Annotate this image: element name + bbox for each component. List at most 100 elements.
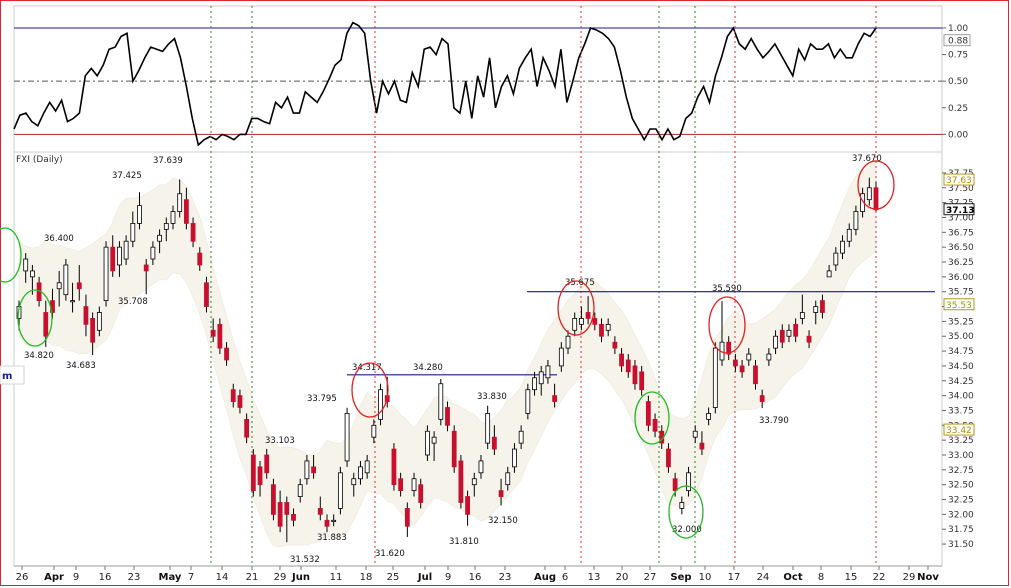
candle: [599, 318, 604, 343]
candle: [137, 192, 142, 230]
candle: [364, 454, 370, 479]
candle-body: [404, 508, 410, 527]
candle: [873, 181, 879, 212]
candle-body: [257, 466, 263, 486]
price-tick-label: 32.75: [948, 466, 974, 476]
candle: [666, 443, 671, 473]
highlight-circle: [668, 485, 704, 539]
price-tick-label: 35.25: [948, 317, 974, 327]
x-tick-label: Sep: [670, 572, 691, 583]
x-tick-label: 7: [188, 572, 194, 583]
candle-body: [177, 193, 183, 212]
candle: [866, 177, 872, 206]
price-y-axis: 37.7537.5037.2537.0036.7536.5036.2536.00…: [942, 169, 974, 550]
price-marker-box: [943, 298, 975, 311]
highlight-circle: [557, 280, 595, 336]
candle: [565, 330, 571, 355]
candle: [692, 425, 698, 444]
candle: [538, 365, 544, 396]
candle: [304, 454, 310, 485]
price-tick-label: 34.75: [948, 347, 974, 357]
osc-tick-label: 1.00: [948, 24, 968, 34]
price-annotation-label: 33.103: [265, 436, 295, 446]
candle-body: [70, 300, 75, 303]
candle-body: [451, 430, 457, 468]
candle-body: [746, 353, 752, 361]
candle-body: [183, 199, 189, 224]
price-annotation-label: 37.670: [852, 154, 882, 164]
x-tick-label: 15: [845, 572, 858, 583]
price-tick-label: 34.25: [948, 377, 974, 387]
candle-body: [732, 359, 738, 367]
candle-body: [873, 187, 879, 211]
price-annotation-label: 37.425: [112, 171, 142, 181]
candle: [712, 342, 718, 414]
candle: [799, 294, 805, 325]
candle: [679, 496, 685, 515]
price-panel: 37.7537.5037.2537.0036.7536.5036.2536.00…: [0, 6, 975, 567]
candle: [83, 294, 89, 337]
candle: [773, 330, 778, 355]
price-tick-label: 31.75: [948, 525, 974, 535]
candle: [190, 217, 196, 248]
price-tick-label: 33.75: [948, 406, 974, 416]
candle: [110, 235, 116, 277]
candle: [130, 211, 136, 248]
candle-body: [411, 478, 417, 492]
x-tick-label: 10: [699, 572, 712, 583]
price-tick-label: 32.50: [948, 481, 974, 491]
price-annotation-label: 31.883: [317, 533, 347, 543]
candle: [244, 413, 250, 444]
candle: [378, 383, 383, 426]
candle-body: [846, 228, 852, 242]
candle: [465, 490, 470, 526]
price-tick-label: 34.50: [948, 362, 974, 372]
candle-body: [512, 448, 517, 468]
candle-body: [250, 454, 256, 492]
candle: [297, 478, 303, 503]
candle: [786, 324, 792, 343]
x-tick-label: 26: [16, 572, 29, 583]
candle-body: [759, 395, 765, 402]
candle: [277, 490, 283, 533]
x-tick-label: 18: [360, 572, 373, 583]
candle: [558, 342, 564, 372]
candle: [291, 508, 296, 527]
x-tick-label: 6: [562, 572, 568, 583]
candle-body: [123, 240, 129, 260]
x-tick-label: 27: [644, 572, 657, 583]
candle-body: [471, 478, 477, 486]
candle-body: [478, 460, 484, 474]
candle-body: [438, 383, 444, 420]
candle: [324, 514, 330, 533]
candle-body: [190, 223, 196, 242]
price-tick-label: 32.00: [948, 510, 974, 520]
candle-body: [297, 484, 303, 497]
x-axis: 26 Apr 9 16 23 May 7 14 21 29 Jun 11 18 25 Jul 9 16 23 Aug…: [14, 565, 942, 583]
price-marker-box: [943, 423, 975, 436]
candle-body: [833, 252, 839, 266]
candle-body: [679, 502, 685, 509]
x-tick-label: 25: [387, 572, 400, 583]
candle: [63, 259, 69, 301]
candle-body: [458, 460, 464, 503]
price-tick-label: 37.50: [948, 184, 974, 194]
price-tick-label: 31.50: [948, 540, 974, 550]
candle-body: [672, 478, 678, 492]
price-band: [18, 159, 877, 548]
candle-body: [866, 187, 872, 201]
candle: [806, 330, 812, 349]
price-tick-label: 36.25: [948, 258, 974, 268]
candle-body: [351, 478, 357, 486]
oscillator-y-axis: 1.00 0.75 0.50 0.25 0.00: [942, 24, 968, 140]
candle: [746, 348, 752, 366]
candle: [431, 431, 437, 461]
candle: [625, 354, 631, 378]
left-cut-text: m: [2, 371, 12, 382]
candle: [518, 425, 524, 450]
candle-body: [391, 448, 397, 486]
candle-body: [157, 234, 163, 242]
oscillator-grid: [14, 27, 942, 135]
price-annotation-label: 34.317: [352, 363, 382, 373]
candle: [732, 354, 738, 372]
